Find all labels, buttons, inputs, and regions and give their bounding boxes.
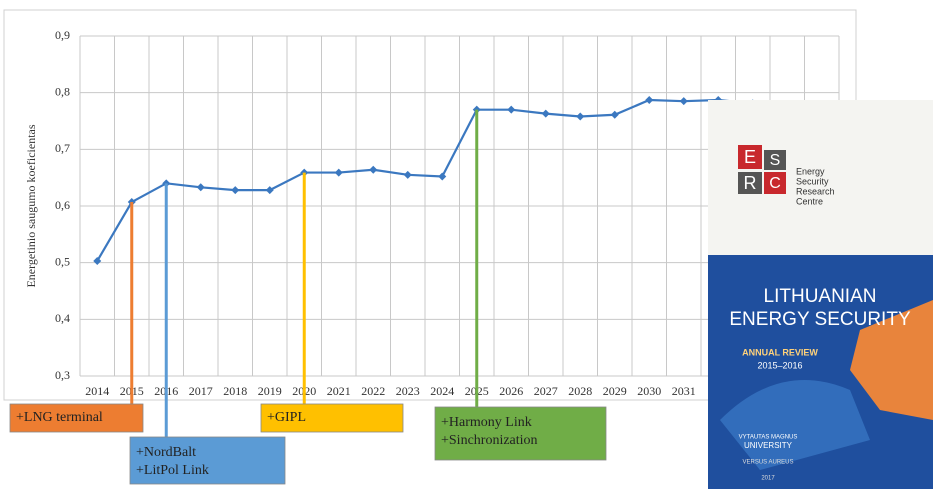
data-point — [679, 97, 688, 106]
logo-letter: C — [769, 175, 781, 192]
x-tick-label: 2026 — [499, 384, 523, 398]
x-tick-label: 2019 — [258, 384, 282, 398]
x-tick-label: 2018 — [223, 384, 247, 398]
x-tick-label: 2031 — [672, 384, 696, 398]
x-tick-label: 2017 — [189, 384, 213, 398]
annotation-box — [434, 406, 607, 461]
logo-box — [764, 150, 786, 170]
centre-name: Security — [796, 176, 829, 186]
data-point — [403, 170, 412, 179]
x-tick-label: 2023 — [396, 384, 420, 398]
data-line — [96, 98, 822, 262]
centre-name: Research — [796, 186, 835, 196]
data-point — [576, 112, 585, 121]
cover-year: 2017 — [761, 476, 775, 482]
data-point — [438, 172, 447, 181]
cover-subtitle: ANNUAL REVIEW — [742, 347, 818, 357]
annotation-text: +Harmony Link — [441, 415, 532, 430]
y-tick-label: 0,3 — [55, 368, 70, 382]
book-cover: E S R C Energy Security Research Centre … — [708, 100, 933, 489]
annotation-box — [9, 403, 144, 433]
x-tick-label: 2024 — [430, 384, 454, 398]
data-point — [541, 109, 550, 118]
centre-name: Centre — [796, 196, 823, 206]
y-tick-label: 0,9 — [55, 28, 70, 42]
logo-letter: R — [744, 173, 757, 193]
data-point — [645, 96, 654, 105]
annotation-text: +LNG terminal — [16, 410, 103, 425]
annotation-text: +NordBalt — [136, 445, 196, 460]
university: UNIVERSITY — [744, 441, 793, 450]
logo-letter: S — [770, 152, 781, 169]
annotation-text: +LitPol Link — [136, 463, 209, 478]
x-tick-label: 2021 — [327, 384, 351, 398]
cover-map — [850, 300, 933, 420]
logo-box — [764, 172, 786, 194]
data-point — [265, 186, 274, 195]
cover-title: ENERGY SECURITY — [729, 309, 911, 330]
annotation-box — [260, 403, 404, 433]
cover-map — [720, 380, 870, 470]
data-point — [231, 186, 240, 195]
data-point — [507, 105, 516, 114]
motto: VERSUS AUREUS — [742, 460, 793, 466]
logo-box — [738, 172, 762, 194]
annotation-box — [129, 436, 286, 485]
x-tick-label: 2022 — [361, 384, 385, 398]
x-tick-label: 2029 — [603, 384, 627, 398]
x-tick-label: 2014 — [85, 384, 109, 398]
data-point — [93, 256, 102, 265]
y-tick-label: 0,8 — [55, 84, 70, 98]
x-tick-label: 2028 — [568, 384, 592, 398]
annotation-text: +GIPL — [267, 410, 306, 425]
x-tick-label: 2030 — [637, 384, 661, 398]
logo-box — [738, 145, 762, 169]
data-point — [334, 168, 343, 177]
cover-subtitle: 2015–2016 — [757, 360, 802, 370]
data-point — [369, 165, 378, 174]
y-tick-label: 0,5 — [55, 254, 70, 268]
annotation-text: +Sinchronization — [441, 433, 538, 448]
cover-title: LITHUANIAN — [764, 286, 877, 307]
y-tick-label: 0,6 — [55, 198, 70, 212]
university: VYTAUTAS MAGNUS — [739, 435, 798, 441]
data-point — [610, 110, 619, 119]
x-tick-label: 2027 — [534, 384, 558, 398]
y-tick-label: 0,4 — [55, 311, 70, 325]
centre-name: Energy — [796, 166, 825, 176]
y-tick-label: 0,7 — [55, 141, 70, 155]
logo-letter: E — [744, 147, 756, 167]
y-axis-label: Energetinio saugumo koeficientas — [24, 124, 38, 287]
data-point — [196, 183, 205, 192]
